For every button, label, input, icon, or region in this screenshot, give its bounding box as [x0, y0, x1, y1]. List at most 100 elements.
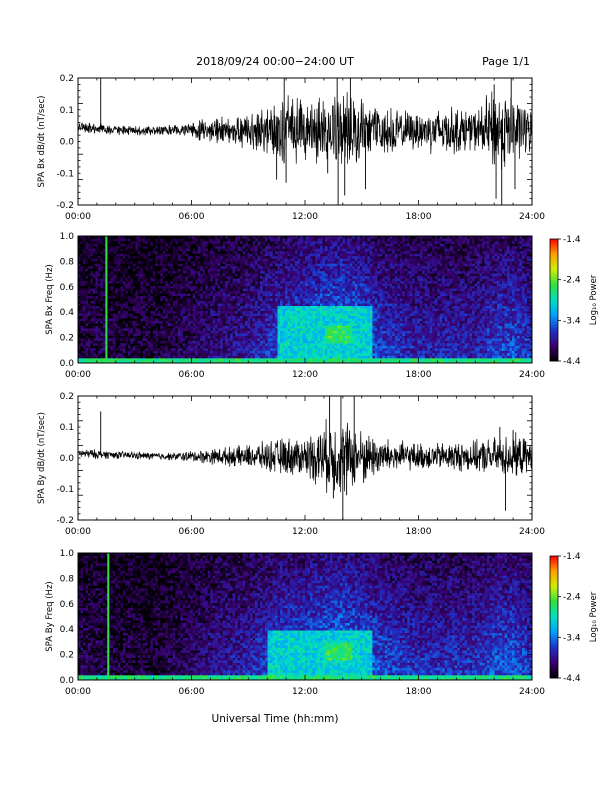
spectrogram-cell	[193, 263, 196, 266]
spectrogram-cell	[278, 298, 281, 301]
spectrogram-cell	[280, 263, 283, 266]
spectrogram-cell	[108, 341, 111, 344]
spectrogram-cell	[163, 273, 166, 276]
spectrogram-cell	[248, 333, 251, 336]
spectrogram-cell	[183, 293, 186, 296]
spectrogram-cell	[250, 336, 253, 339]
spectrogram-cell	[203, 291, 206, 294]
spectrogram-cell	[140, 321, 143, 324]
spectrogram-cell	[245, 288, 248, 291]
spectrogram-cell	[303, 246, 306, 249]
spectrogram-cell	[220, 328, 223, 331]
spectrogram-cell	[280, 278, 283, 281]
spectrogram-cell	[123, 306, 126, 309]
spectrogram-cell	[280, 281, 283, 284]
spectrogram-cell	[185, 288, 188, 291]
spectrogram-cell	[258, 356, 261, 359]
spectrogram-cell	[260, 268, 263, 271]
spectrogram-cell	[168, 298, 171, 301]
spectrogram-cell	[260, 326, 263, 329]
spectrogram-cell	[140, 291, 143, 294]
spectrogram-cell	[223, 293, 226, 296]
spectrogram-cell	[93, 271, 96, 274]
spectrogram-cell	[253, 266, 256, 269]
spectrogram-cell	[193, 306, 196, 309]
spectrogram-cell	[268, 338, 271, 341]
spectrogram-cell	[215, 281, 218, 284]
spectrogram-cell	[265, 291, 268, 294]
spectrogram-cell	[235, 266, 238, 269]
spectrogram-cell	[253, 306, 256, 309]
spectrogram-cell	[248, 276, 251, 279]
spectrogram-cell	[218, 321, 221, 324]
spectrogram-cell	[248, 348, 251, 351]
spectrogram-cell	[180, 271, 183, 274]
spectrogram-cell	[253, 293, 256, 296]
spectrogram-cell	[85, 278, 88, 281]
spectrogram-cell	[305, 338, 308, 341]
spectrogram-cell	[260, 321, 263, 324]
spectrogram-cell	[123, 311, 126, 314]
spectrogram-cell	[205, 311, 208, 314]
spectrogram-cell	[218, 306, 221, 309]
spectrogram-cell	[195, 353, 198, 356]
spectrogram-cell	[128, 348, 131, 351]
spectrogram-cell	[88, 293, 91, 296]
spectrogram-cell	[153, 308, 156, 311]
spectrogram-cell	[133, 351, 136, 354]
spectrogram-cell	[293, 313, 296, 316]
spectrogram-cell	[250, 288, 253, 291]
spectrogram-cell	[140, 251, 143, 254]
spectrogram-cell	[312, 313, 315, 316]
spectrogram-cell	[160, 291, 163, 294]
spectrogram-cell	[163, 241, 166, 244]
spectrogram-cell	[305, 348, 308, 351]
spectrogram-cell	[248, 351, 251, 354]
spectrogram-cell	[143, 356, 146, 359]
spectrogram-cell	[230, 336, 233, 339]
spectrogram-cell	[213, 313, 216, 316]
spectrogram-cell	[138, 301, 141, 304]
spectrogram-cell	[213, 241, 216, 244]
spectrogram-cell	[178, 338, 181, 341]
spectrogram-cell	[158, 356, 161, 359]
spectrogram-cell	[113, 333, 116, 336]
spectrogram-cell	[148, 293, 151, 296]
spectrogram-cell	[160, 331, 163, 334]
spectrogram-cell	[140, 288, 143, 291]
spectrogram-cell	[128, 268, 131, 271]
spectrogram-cell	[198, 341, 201, 344]
spectrogram-cell	[265, 286, 268, 289]
spectrogram-cell	[275, 346, 278, 349]
spectrogram-cell	[93, 293, 96, 296]
spectrogram-cell	[203, 293, 206, 296]
spectrogram-cell	[198, 333, 201, 336]
spectrogram-cell	[150, 248, 153, 251]
spectrogram-cell	[133, 323, 136, 326]
spectrogram-cell	[133, 306, 136, 309]
spectrogram-cell	[225, 306, 228, 309]
spectrogram-cell	[230, 256, 233, 259]
spectrogram-cell	[258, 281, 261, 284]
spectrogram-cell	[205, 303, 208, 306]
spectrogram-cell	[138, 311, 141, 314]
spectrogram-cell	[190, 321, 193, 324]
spectrogram-cell	[260, 258, 263, 261]
spectrogram-cell	[148, 341, 151, 344]
spectrogram-cell	[285, 308, 288, 311]
spectrogram-cell	[80, 306, 83, 309]
spectrogram-cell	[140, 316, 143, 319]
spectrogram-cell	[307, 238, 310, 241]
spectrogram-cell	[278, 271, 281, 274]
spectrogram-cell	[215, 333, 218, 336]
spectrogram-cell	[218, 291, 221, 294]
spectrogram-cell	[185, 248, 188, 251]
spectrogram-cell	[255, 311, 258, 314]
spectrogram-cell	[130, 333, 133, 336]
spectrogram-cell	[245, 251, 248, 254]
spectrogram-cell	[278, 248, 281, 251]
spectrogram-cell	[223, 326, 226, 329]
spectrogram-cell	[210, 276, 213, 279]
spectrogram-cell	[298, 238, 301, 241]
spectrogram-cell	[140, 268, 143, 271]
